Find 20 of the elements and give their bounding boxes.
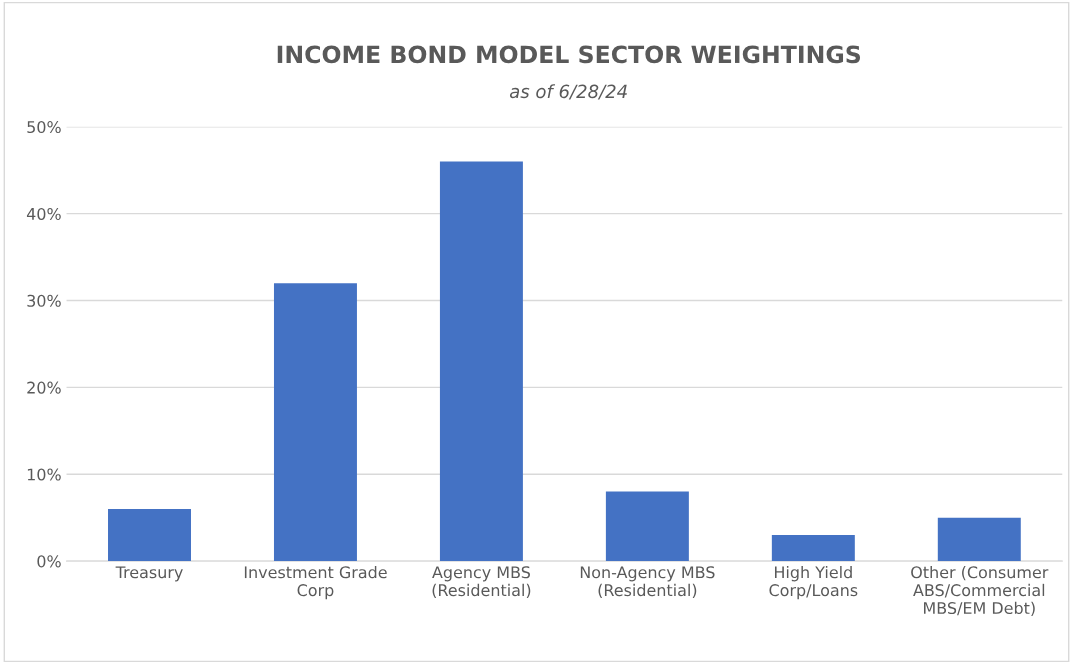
- y-tick-label: 20%: [27, 381, 61, 394]
- x-tick-label: Non-Agency MBS (Residential): [580, 566, 715, 599]
- chart-subtitle: as of 6/28/24: [509, 84, 627, 100]
- bar: [937, 517, 1021, 562]
- x-tick-label: High Yield Corp/Loans: [769, 565, 858, 600]
- x-tick-label: Treasury: [115, 566, 183, 582]
- y-tick-label: 0%: [37, 555, 61, 568]
- bar: [771, 535, 855, 562]
- bar: [439, 161, 523, 562]
- x-tick-label: Agency MBS (Residential): [432, 566, 531, 599]
- bar: [273, 283, 357, 562]
- x-tick-label: Other (Consumer ABS/Commercial MBS/EM Debt): [911, 565, 1049, 616]
- bar: [108, 508, 191, 562]
- y-tick-label: 30%: [27, 294, 61, 307]
- y-tick-label: 50%: [27, 121, 61, 134]
- bar: [605, 491, 689, 562]
- x-tick-label: Investment Grade Corp: [244, 565, 387, 600]
- chart-title: INCOME BOND MODEL SECTOR WEIGHTINGS: [277, 45, 861, 64]
- y-tick-label: 40%: [26, 207, 61, 220]
- y-tick-label: 10%: [27, 468, 61, 481]
